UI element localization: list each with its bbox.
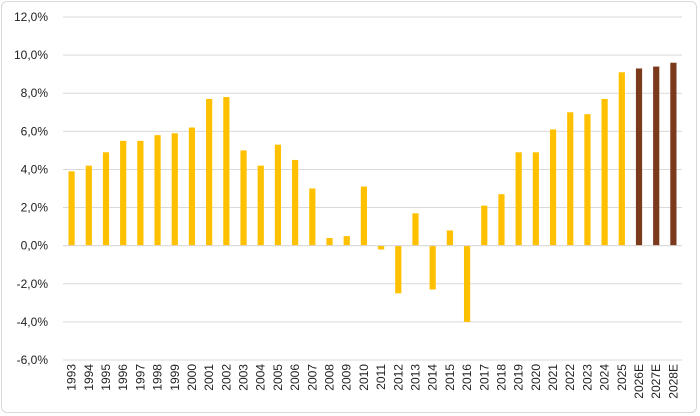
bar-2006	[292, 159, 299, 246]
x-tick-label: 2015	[443, 364, 457, 391]
bar-2008	[326, 238, 333, 246]
bar-1996	[120, 140, 127, 246]
x-tick-label: 2007	[305, 364, 319, 391]
x-tick-label: 2010	[357, 364, 371, 391]
grid-lines	[63, 16, 682, 361]
bar-2010	[360, 186, 368, 246]
bar-2023	[584, 114, 591, 246]
bar-1998	[154, 135, 161, 246]
x-tick-label: 2011	[374, 364, 388, 390]
x-tick-label: 2021	[546, 364, 560, 391]
y-tick-label: 8,0%	[21, 86, 49, 100]
bar-1995	[102, 152, 110, 246]
bar-2011	[377, 245, 385, 250]
bar-1994	[85, 165, 92, 246]
x-tick-label: 2020	[529, 364, 543, 391]
bar-2014	[429, 245, 436, 290]
y-axis-tick-labels: -6,0% -4,0% -2,0% 0,0% 2,0% 4,0% 6,0% 8,0% 10,0%…	[14, 10, 48, 367]
x-tick-label: 2012	[391, 364, 405, 391]
x-tick-label: 2023	[580, 364, 594, 391]
x-tick-label: 2005	[271, 364, 285, 391]
x-tick-label: 1993	[65, 364, 79, 391]
y-tick-label: 10,0%	[14, 48, 48, 62]
bar-2016	[463, 245, 471, 322]
bar-2015	[446, 230, 453, 246]
x-tick-label: 2001	[202, 364, 216, 391]
bar-2020	[532, 152, 539, 246]
bar-2012	[395, 245, 402, 294]
x-tick-label: 2019	[512, 364, 526, 391]
x-tick-label: 2003	[237, 364, 251, 391]
y-tick-label: 0,0%	[21, 239, 49, 253]
x-tick-label: 2016	[460, 364, 474, 391]
bar-1997	[137, 140, 144, 246]
bar-2005	[274, 144, 282, 246]
y-tick-label: 4,0%	[21, 162, 49, 176]
y-tick-label: 12,0%	[14, 10, 48, 24]
bar-2026E	[635, 68, 643, 246]
x-tick-label: 2028E	[666, 364, 680, 399]
x-tick-label: 2000	[185, 364, 199, 391]
bar-2024	[601, 98, 608, 246]
bar-2019	[515, 152, 522, 246]
bar-2017	[481, 205, 488, 246]
x-tick-label: 2009	[340, 364, 354, 391]
bar-2003	[240, 150, 247, 246]
y-tick-label: 2,0%	[21, 201, 49, 215]
x-tick-label: 1999	[168, 364, 182, 391]
bar-2007	[309, 188, 316, 246]
x-tick-label: 1994	[82, 364, 96, 391]
bar-2000	[188, 127, 196, 246]
bar-2027E	[653, 66, 660, 246]
bar-2025	[618, 72, 625, 246]
y-tick-label: -2,0%	[17, 277, 49, 291]
bar-1993	[68, 171, 75, 246]
bar-2004	[257, 165, 264, 246]
x-tick-label: 2024	[598, 364, 612, 391]
bar-2021	[549, 129, 557, 246]
y-tick-label: -4,0%	[17, 315, 49, 329]
x-tick-label: 2008	[323, 364, 337, 391]
x-tick-label: 1997	[133, 364, 147, 391]
x-tick-label: 1995	[99, 364, 113, 391]
x-tick-label: 2014	[426, 364, 440, 391]
x-tick-label: 2025	[615, 364, 629, 391]
bar-2001	[206, 98, 213, 246]
x-tick-label: 2004	[254, 364, 268, 391]
x-tick-label: 2026E	[632, 364, 646, 399]
bar-2018	[498, 194, 505, 246]
y-tick-label: -6,0%	[17, 353, 49, 367]
bar-2009	[343, 236, 350, 246]
x-tick-label: 1996	[116, 364, 130, 391]
x-tick-label: 2006	[288, 364, 302, 391]
y-tick-label: 6,0%	[21, 124, 49, 138]
bar-2013	[412, 213, 419, 246]
x-tick-label: 2022	[563, 364, 577, 391]
bar-2028E	[670, 62, 677, 246]
x-tick-label: 1998	[151, 364, 165, 391]
x-tick-label: 2018	[494, 364, 508, 391]
bar-1999	[171, 133, 178, 246]
x-axis-category-labels: 1993 1994 1995 1996 1997 1998 1999 2000 2001 2002…	[65, 364, 681, 399]
x-tick-label: 2027E	[649, 364, 663, 399]
bars	[68, 62, 677, 322]
bar-2002	[223, 97, 230, 246]
x-tick-label: 2017	[477, 364, 491, 391]
x-tick-label: 2013	[408, 364, 422, 391]
x-tick-label: 2002	[219, 364, 233, 391]
bar-2022	[567, 112, 574, 246]
